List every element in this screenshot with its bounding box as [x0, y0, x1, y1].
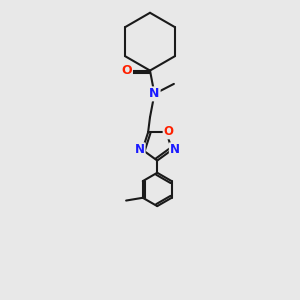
Text: N: N: [170, 143, 180, 156]
Text: N: N: [135, 143, 145, 156]
Text: O: O: [164, 125, 174, 138]
Text: N: N: [149, 87, 160, 101]
Text: O: O: [122, 64, 132, 77]
